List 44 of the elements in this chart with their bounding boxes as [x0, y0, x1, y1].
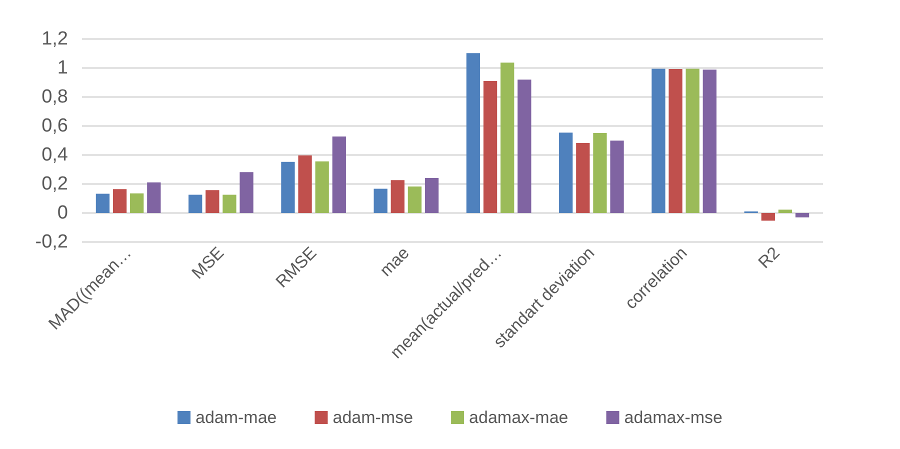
bar — [500, 62, 514, 213]
bar — [686, 68, 700, 213]
bar — [483, 81, 498, 213]
bar — [390, 180, 404, 213]
bar — [518, 80, 532, 213]
y-tick-label: 1,2 — [42, 28, 68, 50]
bar — [332, 136, 346, 213]
bar — [408, 186, 422, 213]
bar — [206, 190, 220, 213]
bar — [466, 53, 480, 213]
bar — [188, 194, 202, 213]
y-tick-label: 1 — [57, 58, 68, 78]
bar — [96, 194, 110, 213]
y-tick-label: 0 — [57, 202, 68, 224]
y-tick-label: 0,8 — [42, 86, 68, 108]
bar — [761, 213, 775, 221]
bar — [374, 188, 388, 213]
bar — [610, 140, 624, 213]
legend-label: adam-mse — [332, 408, 414, 427]
y-tick-label: 0,4 — [42, 144, 68, 166]
bar — [298, 155, 312, 213]
bar — [652, 68, 666, 213]
bar — [778, 210, 792, 213]
y-tick-label: 0,6 — [42, 116, 68, 136]
bar — [147, 182, 161, 213]
bar — [795, 213, 810, 218]
bar — [281, 162, 295, 213]
y-tick-label: -0,2 — [35, 232, 68, 252]
bar — [559, 132, 573, 213]
bar — [130, 193, 144, 213]
x-tick-label: R2 — [754, 243, 784, 272]
bar — [112, 189, 127, 213]
y-tick-label: 0,2 — [42, 174, 68, 194]
bar — [240, 172, 254, 213]
legend-label: adam-mae — [195, 408, 277, 427]
bar — [668, 69, 682, 213]
bar — [222, 194, 236, 213]
bar — [315, 161, 329, 213]
legend-label: adamax-mae — [469, 408, 568, 427]
bar — [424, 178, 439, 213]
bar — [576, 142, 590, 213]
bar — [593, 132, 607, 213]
legend-label: adamax-mse — [624, 408, 723, 427]
bar — [702, 70, 716, 213]
